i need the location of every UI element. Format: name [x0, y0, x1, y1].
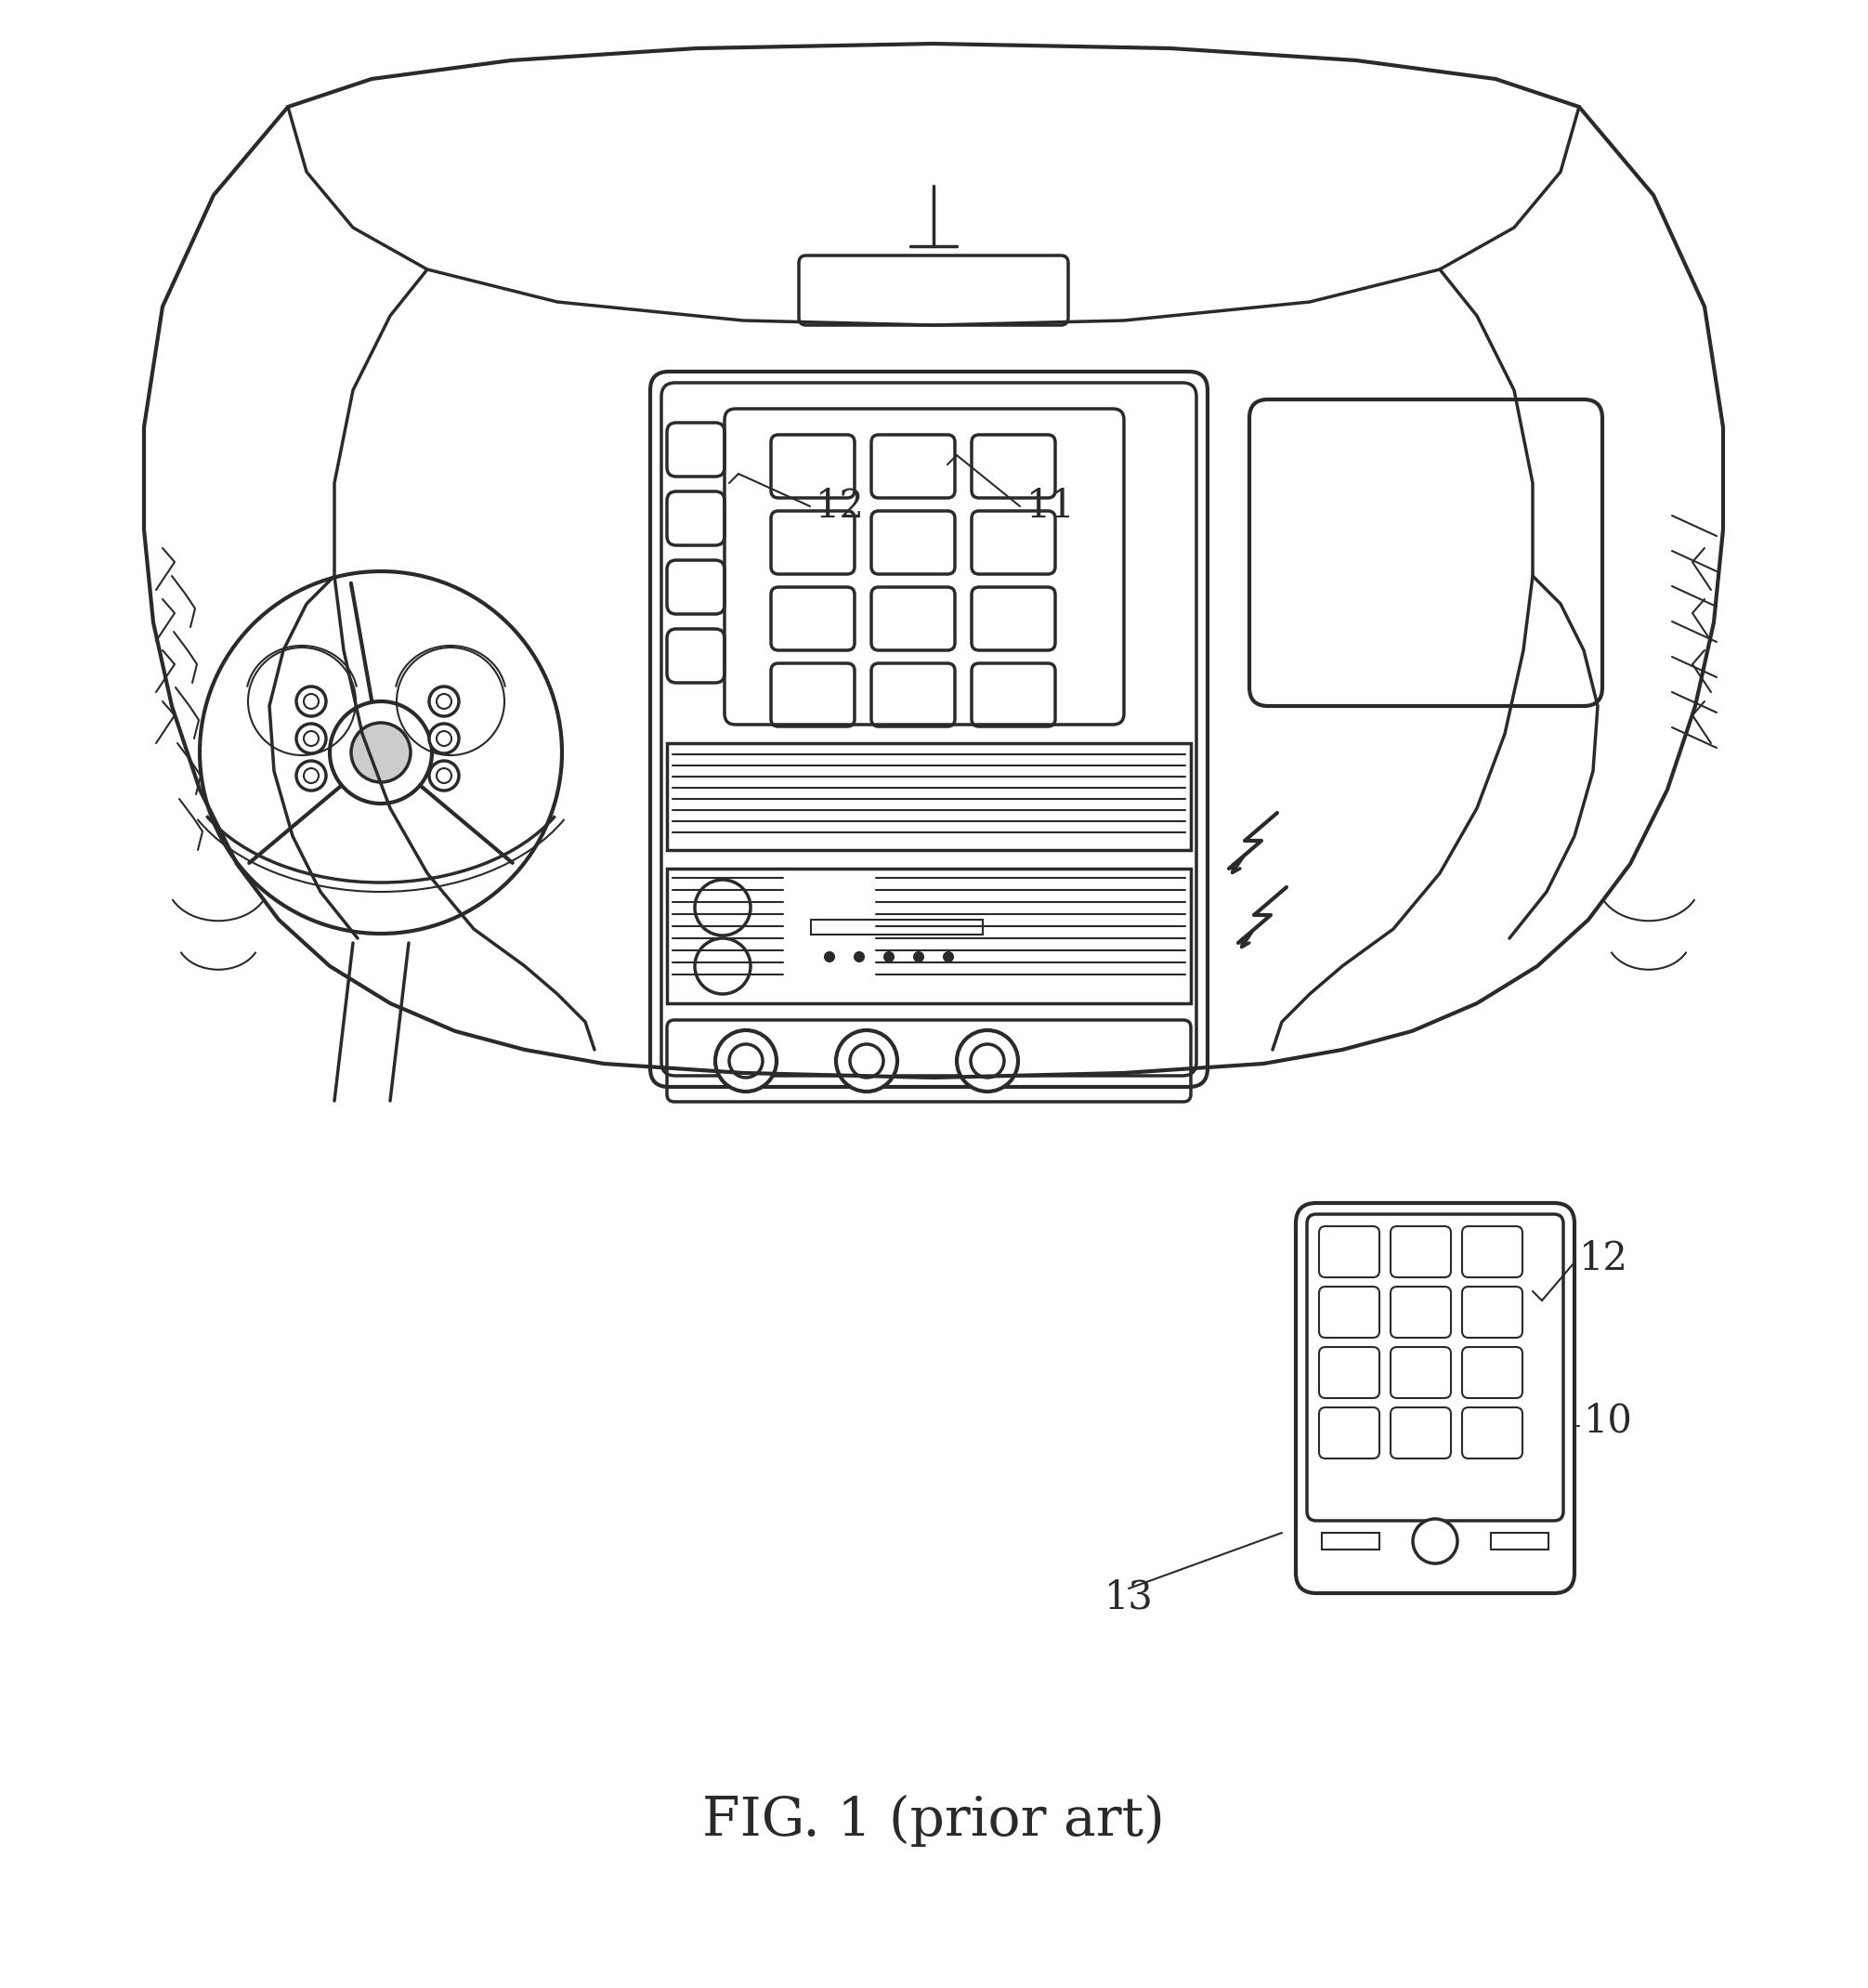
Bar	[1491, 1533, 1549, 1549]
Circle shape	[971, 1044, 1005, 1077]
Bar	[811, 920, 983, 934]
Circle shape	[1412, 1519, 1457, 1563]
Bar	[1323, 1533, 1379, 1549]
Circle shape	[837, 1030, 897, 1091]
Circle shape	[850, 1044, 884, 1077]
Text: FIG. 1 (prior art): FIG. 1 (prior art)	[702, 1795, 1166, 1847]
Circle shape	[437, 732, 452, 746]
Circle shape	[729, 1044, 762, 1077]
Circle shape	[304, 767, 319, 783]
Circle shape	[913, 952, 923, 962]
Circle shape	[297, 686, 327, 716]
Circle shape	[943, 952, 953, 962]
Text: 13: 13	[1104, 1578, 1153, 1618]
Circle shape	[437, 767, 452, 783]
Circle shape	[695, 881, 751, 936]
Circle shape	[854, 952, 863, 962]
Circle shape	[304, 732, 319, 746]
Circle shape	[430, 724, 460, 753]
Circle shape	[956, 1030, 1018, 1091]
Text: 12: 12	[816, 487, 865, 525]
Circle shape	[200, 571, 562, 934]
Circle shape	[430, 761, 460, 791]
Circle shape	[331, 702, 432, 803]
Circle shape	[304, 694, 319, 710]
Circle shape	[715, 1030, 777, 1091]
Circle shape	[437, 694, 452, 710]
Circle shape	[826, 952, 835, 962]
Circle shape	[297, 724, 327, 753]
Text: 11: 11	[1026, 487, 1076, 525]
Circle shape	[297, 761, 327, 791]
Bar	[667, 869, 1190, 1004]
Circle shape	[430, 686, 460, 716]
Circle shape	[695, 938, 751, 994]
Text: 10: 10	[1584, 1402, 1633, 1441]
Circle shape	[884, 952, 893, 962]
Text: 12: 12	[1578, 1239, 1629, 1278]
Circle shape	[351, 724, 411, 781]
Bar	[667, 744, 1190, 851]
